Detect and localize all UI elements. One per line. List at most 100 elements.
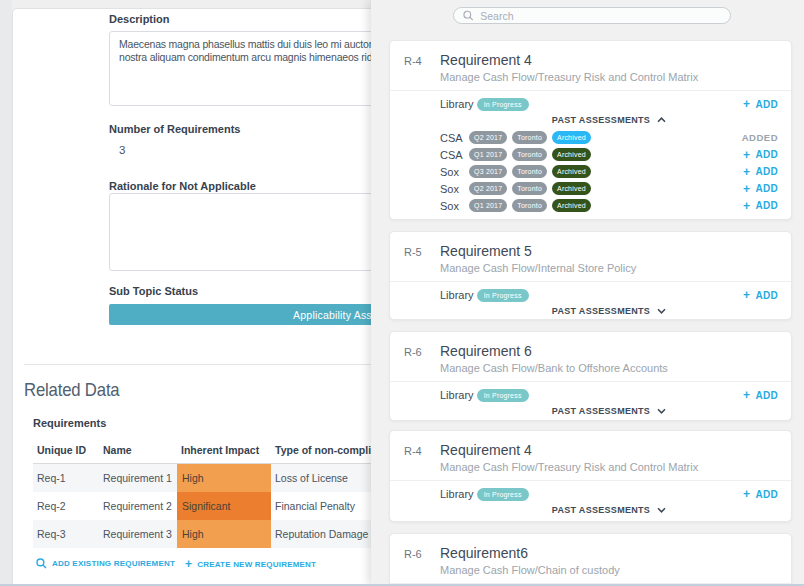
- add-existing-requirement-button[interactable]: ADD EXISTING REQUIREMENT: [36, 558, 175, 569]
- past-assessments-toggle[interactable]: PAST ASSESSMENTS: [440, 502, 778, 517]
- requirement-titles: Requirement 6 Manage Cash Flow/Bank to O…: [440, 343, 668, 374]
- add-library-button[interactable]: + ADD: [743, 389, 778, 401]
- requirement-card: R-6 Requirement 6 Manage Cash Flow/Bank …: [389, 331, 792, 421]
- requirement-card-header: R-4 Requirement 4 Manage Cash Flow/Treas…: [390, 41, 791, 91]
- assessment-row: CSA Q2 2017TorontoArchived ADDED: [440, 129, 778, 146]
- assessment-tag-badge: Toronto: [512, 148, 547, 161]
- past-assessments-label: PAST ASSESSMENTS: [552, 306, 650, 316]
- requirement-id: R-5: [404, 243, 440, 274]
- past-assessments-label: PAST ASSESSMENTS: [552, 406, 650, 416]
- library-row: Library In Progress + ADD: [440, 486, 778, 502]
- requirement-card: R-5 Requirement 5 Manage Cash Flow/Inter…: [389, 231, 792, 320]
- cell-name: Requirement 3: [99, 528, 177, 540]
- requirement-card-header: R-4 Requirement 4 Manage Cash Flow/Treas…: [390, 431, 791, 481]
- requirement-id: R-4: [404, 52, 440, 83]
- add-assessment-button[interactable]: + ADD: [743, 200, 778, 212]
- requirement-id: R-6: [404, 343, 440, 374]
- assessment-tag-badge: Q2 2017: [469, 182, 507, 195]
- requirement-subtitle: Manage Cash Flow/Treasury Risk and Contr…: [440, 461, 698, 473]
- add-assessment-button[interactable]: + ADD: [743, 183, 778, 195]
- add-library-label: ADD: [755, 489, 778, 500]
- add-library-button[interactable]: + ADD: [743, 289, 778, 301]
- requirement-card: R-4 Requirement 4 Manage Cash Flow/Treas…: [389, 430, 792, 522]
- requirement-title: Requirement6: [440, 545, 620, 561]
- requirement-id: R-4: [404, 442, 440, 473]
- add-library-button[interactable]: + ADD: [743, 98, 778, 110]
- requirement-title: Requirement 4: [440, 52, 698, 68]
- requirement-title: Requirement 4: [440, 442, 698, 458]
- library-row: Library In Progress + ADD: [440, 96, 778, 112]
- assessment-name: Sox: [440, 200, 469, 212]
- assessment-tag-badge: Q1 2017: [469, 148, 507, 161]
- chevron-down-icon: [657, 408, 666, 414]
- plus-icon: +: [743, 166, 750, 178]
- requirement-card-body: Library In Progress + ADD PAST ASSESSMEN…: [390, 91, 791, 218]
- assessment-badges: Q1 2017TorontoArchived: [469, 199, 591, 212]
- requirement-titles: Requirement 4 Manage Cash Flow/Treasury …: [440, 52, 698, 83]
- assessment-status-badge: Archived: [552, 182, 591, 195]
- assessment-tag-badge: Toronto: [512, 165, 547, 178]
- requirement-card-body: Library In Progress + ADD PAST ASSESSMEN…: [390, 382, 791, 421]
- library-label: Library: [440, 289, 474, 301]
- requirement-title: Requirement 6: [440, 343, 668, 359]
- create-new-requirement-button[interactable]: + CREATE NEW REQUIREMENT: [185, 558, 316, 570]
- add-assessment-label: ADD: [755, 200, 778, 211]
- number-of-requirements-label: Number of Requirements: [109, 123, 240, 135]
- assessments-list: CSA Q2 2017TorontoArchived ADDED CSA Q1 …: [440, 129, 778, 214]
- requirement-card: R-4 Requirement 4 Manage Cash Flow/Treas…: [389, 40, 792, 220]
- add-assessment-button[interactable]: + ADD: [743, 149, 778, 161]
- create-new-requirement-label: CREATE NEW REQUIREMENT: [197, 560, 316, 569]
- assessment-tag-badge: Q1 2017: [469, 199, 507, 212]
- plus-icon: +: [743, 200, 750, 212]
- library-row: Library In Progress + ADD: [440, 387, 778, 403]
- number-of-requirements-value: 3: [119, 144, 125, 156]
- requirements-section-label: Requirements: [33, 417, 106, 429]
- assessment-name: Sox: [440, 166, 469, 178]
- add-existing-requirement-label: ADD EXISTING REQUIREMENT: [52, 559, 175, 568]
- requirement-card: R-6 Requirement6 Manage Cash Flow/Chain …: [389, 533, 792, 586]
- search-input[interactable]: [480, 10, 721, 22]
- assessment-badges: Q3 2017TorontoArchived: [469, 165, 591, 178]
- requirement-title: Requirement 5: [440, 243, 636, 259]
- assessment-tag-badge: Toronto: [512, 182, 547, 195]
- assessment-status-badge: Archived: [552, 165, 591, 178]
- past-assessments-toggle[interactable]: PAST ASSESSMENTS: [440, 112, 778, 127]
- assessment-badges: Q1 2017TorontoArchived: [469, 148, 591, 161]
- past-assessments-label: PAST ASSESSMENTS: [552, 505, 650, 515]
- cell-unique-id: Req-2: [33, 500, 99, 512]
- add-library-button[interactable]: + ADD: [743, 488, 778, 500]
- past-assessments-toggle[interactable]: PAST ASSESSMENTS: [440, 303, 778, 318]
- plus-icon: +: [743, 488, 750, 500]
- assessment-row: Sox Q2 2017 Toronto Archived + ADD: [440, 180, 778, 197]
- sub-topic-status-label: Sub Topic Status: [109, 285, 198, 297]
- assessment-tag-badge: Q2 2017: [469, 131, 507, 144]
- library-status-badge: In Progress: [477, 98, 529, 111]
- assessment-name: CSA: [440, 149, 469, 161]
- cell-inherent-impact: High: [177, 464, 271, 492]
- add-library-label: ADD: [755, 290, 778, 301]
- requirement-card-body: Library In Progress + ADD PAST ASSESSMEN…: [390, 481, 791, 521]
- add-library-label: ADD: [755, 99, 778, 110]
- plus-icon: +: [743, 149, 750, 161]
- assessment-row: Sox Q3 2017TorontoArchived + ADD: [440, 163, 778, 180]
- add-assessment-label: ADD: [755, 149, 778, 160]
- requirement-subtitle: Manage Cash Flow/Internal Store Policy: [440, 262, 636, 274]
- column-header: Name: [99, 444, 177, 456]
- past-assessments-toggle[interactable]: PAST ASSESSMENTS: [440, 403, 778, 418]
- cell-unique-id: Req-3: [33, 528, 99, 540]
- past-assessments-label: PAST ASSESSMENTS: [552, 115, 650, 125]
- plus-icon: +: [743, 289, 750, 301]
- add-assessment-label: ADD: [755, 166, 778, 177]
- requirement-card-header: R-6 Requirement6 Manage Cash Flow/Chain …: [390, 534, 791, 584]
- add-assessment-label: ADD: [755, 183, 778, 194]
- plus-icon: +: [743, 98, 750, 110]
- library-label: Library: [440, 98, 474, 110]
- add-assessment-button[interactable]: + ADD: [743, 166, 778, 178]
- library-status-badge: In Progress: [477, 289, 529, 302]
- assessment-name: Sox: [440, 183, 469, 195]
- rationale-label: Rationale for Not Applicable: [109, 180, 256, 192]
- search-bar[interactable]: [453, 7, 731, 24]
- assessment-tag-badge: Toronto: [512, 199, 547, 212]
- assessment-row: CSA Q1 2017TorontoArchived + ADD: [440, 146, 778, 163]
- chevron-up-icon: [657, 117, 666, 123]
